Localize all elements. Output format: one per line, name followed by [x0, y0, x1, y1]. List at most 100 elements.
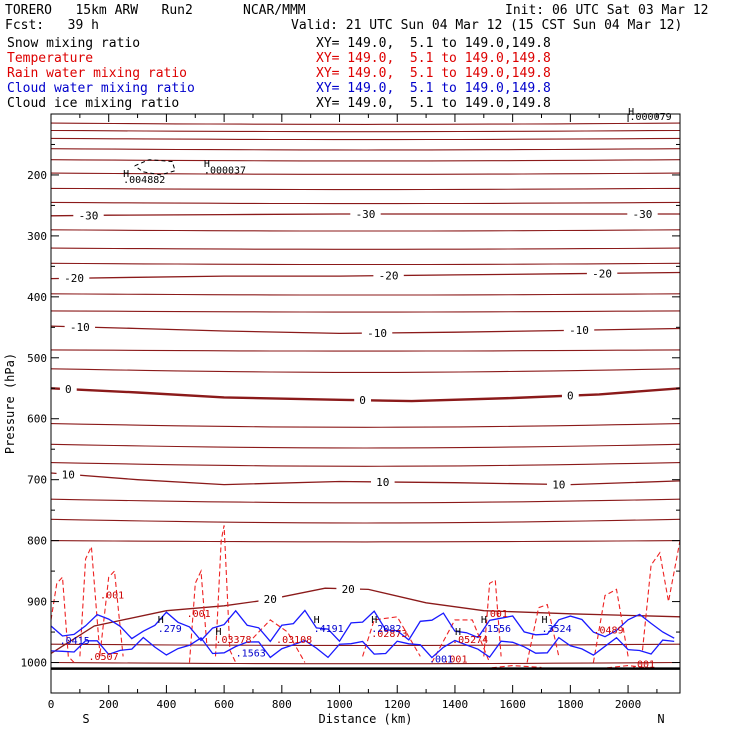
label-mask	[627, 207, 658, 220]
isotherm-line	[50, 122, 681, 125]
rain-water-label: .0507	[89, 652, 119, 663]
isotherm-line	[50, 159, 681, 162]
y-tick-label: 200	[27, 169, 47, 182]
rain-water-label: .0489	[593, 625, 623, 636]
rain-water-label: .001	[631, 659, 655, 670]
isotherm-line	[50, 540, 681, 543]
y-tick-label: 300	[27, 230, 47, 243]
isotherm-label: 0	[567, 390, 574, 403]
y-tick-label: 1000	[21, 657, 48, 670]
field-rain-name: Rain water mixing ratio	[7, 66, 188, 81]
forecast-hour: Fcst: 39 h	[5, 18, 99, 33]
isotherm-20	[50, 587, 681, 654]
rain-contour	[483, 579, 502, 657]
high-marker: H	[204, 159, 210, 170]
rain-contour	[641, 540, 681, 651]
isotherm-label: -10	[70, 321, 90, 334]
isotherm--30	[50, 213, 680, 217]
isotherm-line	[50, 349, 681, 352]
isotherm-line	[50, 262, 681, 266]
cloud-ice-label: .004882	[123, 175, 165, 186]
field-cloudwater-name: Cloud water mixing ratio	[7, 81, 195, 96]
high-marker: H	[314, 615, 320, 626]
y-tick-label: 600	[27, 413, 47, 426]
field-temp-xy: XY= 149.0, 5.1 to 149.0,149.8	[316, 51, 551, 66]
x-tick-label: 2000	[615, 698, 642, 711]
label-mask	[373, 269, 404, 282]
isotherm-line	[50, 293, 681, 296]
label-mask	[56, 468, 81, 481]
y-tick-label: 500	[27, 352, 47, 365]
rain-contour	[214, 525, 237, 663]
isotherm-label: 0	[65, 383, 72, 396]
x-tick-label: 1000	[326, 698, 353, 711]
cloud-ice-label: .000079	[630, 112, 672, 123]
isotherm-label: 10	[62, 468, 75, 481]
field-cloudwater-xy: XY= 149.0, 5.1 to 149.0,149.8	[316, 81, 551, 96]
y-tick-label: 400	[27, 291, 47, 304]
cloud-water-contour	[50, 609, 675, 643]
x-tick-label: 800	[272, 698, 292, 711]
isotherm-label: -20	[379, 270, 399, 283]
cloud-water-label: .3524	[542, 624, 572, 635]
isotherm-line	[50, 137, 681, 141]
north-label: N	[657, 712, 664, 726]
label-mask	[371, 475, 395, 488]
model-title: TORERO 15km ARW Run2	[5, 3, 193, 18]
field-cloudice-xy: XY= 149.0, 5.1 to 149.0,149.8	[316, 96, 551, 111]
x-tick-label: 0	[48, 698, 55, 711]
isotherm-label: -30	[79, 209, 99, 222]
isotherm-line	[50, 661, 681, 665]
label-mask	[64, 320, 96, 333]
isotherm-line	[50, 310, 681, 313]
x-tick-label: 400	[156, 698, 176, 711]
label-mask	[354, 394, 372, 407]
isotherm-label: 20	[342, 583, 355, 596]
rain-contour	[252, 619, 306, 663]
high-marker: H	[371, 615, 377, 626]
isotherm-line	[50, 423, 681, 428]
x-tick-label: 1600	[499, 698, 526, 711]
contour-labels: -30 -30 -30 -20 -20 -20 -10 -10 -10 0 0 0 10 10 10 20 20…	[56, 107, 672, 670]
high-marker: H	[628, 107, 634, 118]
isotherm-line	[50, 518, 681, 524]
rain-contour	[526, 603, 560, 663]
cloud-ice-label: .000037	[204, 166, 246, 177]
label-mask	[561, 389, 579, 402]
isotherm-line	[50, 443, 681, 449]
cloud-water-label: .1563	[236, 648, 266, 659]
cloud-water-label: .279	[158, 624, 182, 635]
rain-water-label: .001	[100, 591, 124, 602]
high-marker: H	[542, 615, 548, 626]
rain-water-label: .001	[484, 609, 508, 620]
isotherm-0	[50, 387, 681, 403]
rain-water-label: .03378	[215, 635, 251, 646]
isotherm-line	[50, 368, 681, 373]
isotherm-line	[50, 187, 681, 191]
label-mask	[59, 383, 77, 396]
rain-contour	[362, 616, 421, 657]
rain-water-label: .05274	[452, 635, 488, 646]
org-title: NCAR/MMM	[243, 3, 306, 18]
x-tick-label: 1200	[384, 698, 411, 711]
x-tick-label: 1400	[442, 698, 469, 711]
rain-water-label: .03108	[276, 635, 312, 646]
rain-contour	[592, 588, 629, 663]
axes: 0 200 400 600 800 1000 1200 1400 1600 1800 2000200…	[3, 113, 681, 726]
cloud-water-contour	[50, 636, 675, 659]
label-mask	[73, 209, 104, 222]
isotherm-label: -30	[633, 208, 653, 221]
x-axis-label: Distance (km)	[319, 712, 413, 726]
rain-water-label: .001	[443, 655, 467, 666]
field-snow-xy: XY= 149.0, 5.1 to 149.0,149.8	[316, 36, 551, 51]
init-time: Init: 06 UTC Sat 03 Mar 12	[505, 3, 709, 18]
cloud-water-label: .0415	[60, 636, 90, 647]
field-temp-name: Temperature	[7, 51, 94, 66]
label-mask	[563, 324, 595, 337]
high-marker: H	[158, 615, 164, 626]
rain-water-label: .02873	[371, 629, 407, 640]
isotherm-label: -20	[592, 267, 612, 280]
field-snow-name: Snow mixing ratio	[7, 36, 141, 51]
label-mask	[547, 478, 571, 491]
